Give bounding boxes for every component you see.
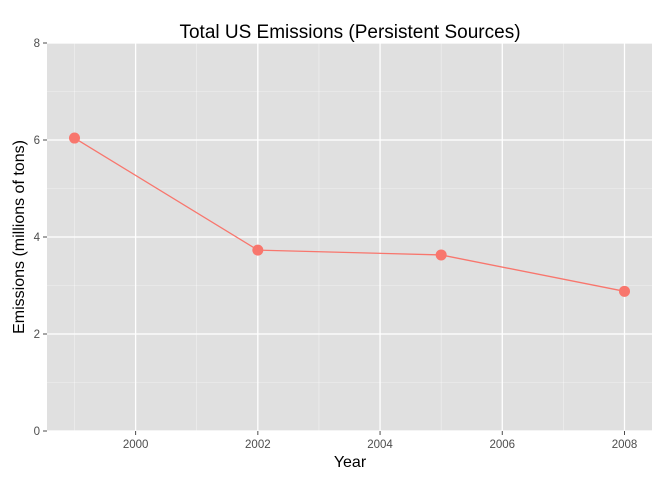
y-axis-ticks: 0 2 4 6 8 (34, 38, 47, 438)
series-line (74, 137, 625, 292)
y-tick-label: 8 (34, 38, 40, 50)
data-point (619, 285, 630, 297)
y-tick-label: 0 (34, 426, 40, 438)
y-tick-label: 2 (34, 329, 40, 341)
y-tick-label: 6 (34, 135, 40, 147)
major-gridlines (47, 42, 652, 432)
chart-title: Total US Emissions (Persistent Sources) (179, 22, 520, 43)
x-tick-label: 2002 (245, 439, 271, 451)
data-point (435, 249, 447, 261)
y-tick-label: 4 (34, 232, 41, 244)
x-tick-label: 2008 (612, 439, 638, 451)
x-axis-label: Year (334, 454, 367, 471)
x-tick-label: 2000 (123, 439, 149, 451)
series-layer (69, 132, 630, 297)
data-point (252, 244, 264, 256)
x-tick-label: 2004 (367, 439, 393, 451)
y-axis-label: Emissions (millions of tons) (11, 140, 28, 334)
x-tick-label: 2006 (489, 439, 515, 451)
x-axis-ticks: 2000 2002 2004 2006 2008 (123, 431, 637, 451)
data-point (69, 132, 80, 144)
